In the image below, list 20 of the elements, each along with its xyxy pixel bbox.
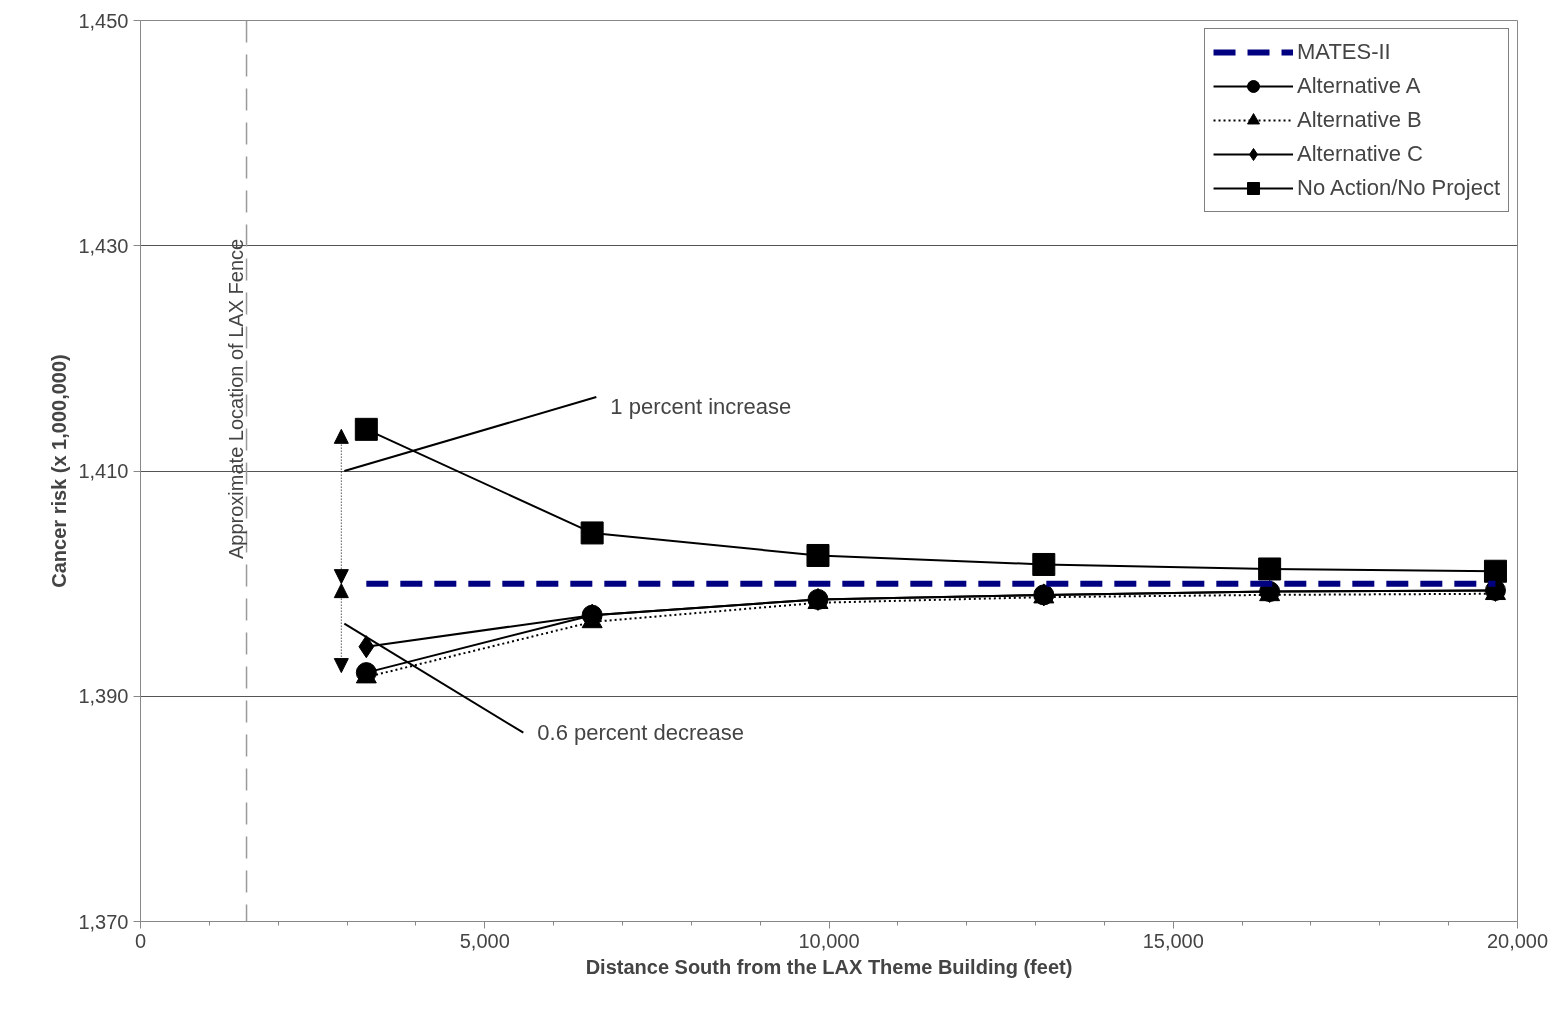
legend-label: Alternative B (1297, 107, 1422, 133)
x-axis-title: Distance South from the LAX Theme Building (feet) (585, 955, 1073, 978)
y-tick-label: 1,410 (78, 460, 129, 482)
legend-label: MATES-II (1297, 39, 1391, 65)
legend-label: Alternative C (1297, 141, 1423, 167)
y-tick-label: 1,450 (78, 9, 129, 32)
annotation: 1 percent increase (610, 394, 792, 420)
y-tick-label: 1,370 (78, 910, 129, 933)
annotation: 0.6 percent decrease (537, 720, 745, 746)
x-tick-label: 20,000 (1486, 929, 1549, 952)
legend-label: No Action/No Project (1297, 175, 1500, 201)
y-tick-label: 1,430 (78, 234, 129, 257)
ref-line-label: Approximate Location of LAX Fence (224, 238, 247, 560)
x-tick-label: 15,000 (1142, 929, 1204, 952)
x-tick-label: 0 (134, 929, 147, 952)
x-tick-label: 5,000 (459, 929, 510, 952)
y-axis-title: Cancer risk (x 1,000,000) (48, 354, 71, 588)
legend-label: Alternative A (1297, 73, 1421, 99)
y-tick-label: 1,390 (78, 685, 129, 708)
x-tick-label: 10,000 (798, 929, 860, 952)
